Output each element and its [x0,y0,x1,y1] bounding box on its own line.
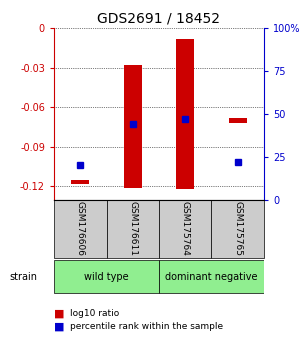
Bar [176,39,194,189]
Text: dominant negative: dominant negative [165,272,258,282]
FancyBboxPatch shape [106,200,159,258]
Text: wild type: wild type [84,272,129,282]
Text: ■: ■ [54,321,64,331]
Bar [71,180,89,184]
Bar [124,65,142,188]
FancyArrow shape [48,267,52,287]
Text: GSM176606: GSM176606 [76,201,85,256]
FancyBboxPatch shape [54,200,106,258]
FancyBboxPatch shape [54,260,159,293]
Text: strain: strain [9,272,38,282]
Text: percentile rank within the sample: percentile rank within the sample [70,322,224,331]
Title: GDS2691 / 18452: GDS2691 / 18452 [98,12,220,26]
Text: GSM175765: GSM175765 [233,201,242,256]
FancyBboxPatch shape [212,200,264,258]
FancyBboxPatch shape [159,200,211,258]
Text: log10 ratio: log10 ratio [70,309,120,318]
Text: GSM175764: GSM175764 [181,201,190,256]
Text: GSM176611: GSM176611 [128,201,137,256]
FancyBboxPatch shape [159,260,264,293]
Text: ■: ■ [54,308,64,318]
Bar [229,118,247,123]
